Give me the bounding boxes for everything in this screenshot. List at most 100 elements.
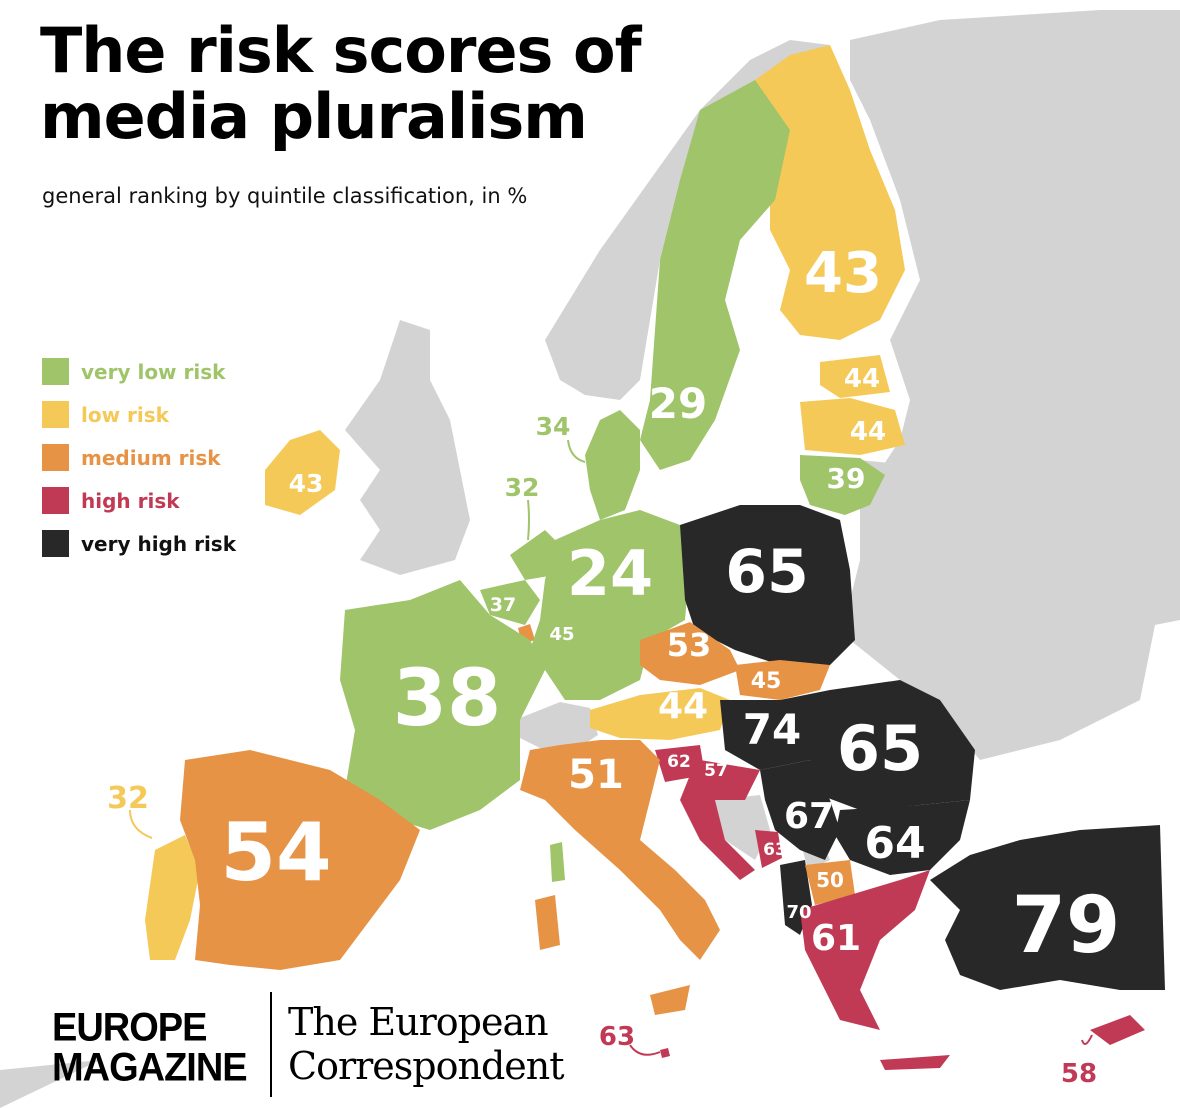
legend-swatch [42,401,69,428]
leader-netherlands [527,499,530,541]
score-label-estonia: 44 [844,364,880,394]
score-label-slovakia: 45 [751,669,782,694]
score-label-cyprus: 58 [1061,1059,1097,1089]
map-subtitle: general ranking by quintile classificati… [42,184,528,208]
score-label-malta: 63 [599,1022,635,1052]
logo-divider [270,992,272,1097]
score-label-poland: 65 [725,537,809,607]
score-label-ireland: 43 [289,469,324,498]
country-lithuania [800,455,885,515]
score-label-north-macedonia: 50 [816,868,844,892]
legend-swatch [42,487,69,514]
country-italy [520,740,720,960]
score-label-czechia: 53 [667,626,712,664]
country-belgium [480,580,540,625]
country-portugal [145,835,200,960]
country-sicily [650,985,690,1015]
country-spain [180,750,420,970]
score-label-italy: 51 [568,752,624,798]
country-latvia [800,398,905,455]
partner-line-1: The European [288,1000,549,1044]
country-czechia [640,622,740,685]
leader-cyprus [1081,1034,1093,1045]
country-croatia [680,760,760,880]
leader-denmark [567,439,586,463]
european-correspondent-logo: The European Correspondent [288,1000,565,1088]
title-line-1: The risk scores of [40,14,642,87]
legend-label: high risk [81,488,180,513]
leader-lines [129,439,1093,1056]
country-bulgaria [835,800,970,875]
country-netherlands [510,530,560,580]
score-label-austria: 44 [658,686,708,727]
legend-item-low: low risk [42,393,236,436]
country-crete [880,1055,950,1070]
legend-item-high: high risk [42,479,236,522]
country-hungary [720,690,840,770]
country-sardinia [535,895,560,950]
country-poland [680,505,855,665]
country-greece [800,870,930,1030]
legend-label: medium risk [81,445,221,470]
land-britain [345,320,470,575]
score-label-bulgaria: 64 [864,818,925,869]
score-label-finland: 43 [804,241,882,306]
country-austria [590,688,730,740]
score-label-slovenia: 62 [667,752,691,772]
score-label-sweden: 29 [649,379,707,428]
land-belarus-ukraine [850,460,1160,760]
score-label-latvia: 44 [850,417,886,447]
country-denmark [585,410,640,520]
score-label-romania: 65 [837,712,923,785]
country-serbia [760,760,840,860]
legend-swatch [42,358,69,385]
country-germany [530,510,690,700]
country-finland [755,45,905,340]
legend: very low risk low risk medium risk high … [42,350,236,565]
logo-line-2: MAGAZINE [52,1045,248,1090]
leader-portugal [129,809,153,839]
country-estonia [820,355,890,398]
score-label-greece: 61 [811,918,861,959]
land-switzerland [520,702,598,750]
score-label-serbia: 67 [784,796,834,837]
map-title: The risk scores of media pluralism [40,18,642,153]
score-label-croatia: 57 [704,761,728,781]
country-montenegro [755,830,782,868]
country-malta [660,1048,670,1058]
country-north-macedonia [805,860,855,905]
land-layer [0,10,1180,1108]
land-north-africa [0,1060,100,1108]
title-line-2: media pluralism [40,80,588,153]
score-label-germany: 24 [567,537,653,610]
country-france [340,580,545,830]
land-bosnia [715,795,770,860]
country-cyprus [1090,1015,1145,1045]
legend-item-very-low: very low risk [42,350,236,393]
score-label-portugal: 32 [107,781,149,816]
legend-swatch [42,530,69,557]
score-label-lithuania: 39 [827,462,866,495]
country-corsica [550,842,565,882]
score-label-denmark: 34 [536,412,571,441]
score-label-spain: 54 [220,806,331,899]
legend-label: low risk [81,402,169,427]
score-label-hungary: 74 [743,705,801,754]
legend-swatch [42,444,69,471]
legend-label: very high risk [81,531,236,556]
country-slovakia [735,660,830,700]
score-label-luxembourg: 45 [549,624,574,645]
country-sweden [640,80,790,470]
score-label-belgium: 37 [490,594,516,616]
score-label-albania: 70 [786,902,811,923]
leader-malta [629,1044,661,1056]
logo-line-1: EUROPE [52,1006,207,1051]
country-ireland [265,430,340,515]
score-label-netherlands: 32 [505,473,540,502]
country-romania [810,680,975,810]
country-turkey [930,825,1165,990]
score-label-france: 38 [393,654,502,744]
partner-line-2: Correspondent [288,1044,565,1088]
score-label-montenegro: 63 [763,840,787,860]
